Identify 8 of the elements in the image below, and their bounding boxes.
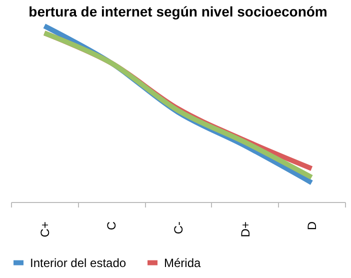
x-tick-label: D+ [238, 222, 252, 238]
x-tick-label: C+ [38, 222, 52, 238]
x-tick-label: C- [172, 222, 186, 234]
x-tick-label: C [104, 221, 119, 230]
x-tick-label: D [305, 221, 320, 230]
chart-title: bertura de internet según nivel socioeconóm [28, 4, 328, 20]
legend-label: Interior del estado [30, 256, 126, 270]
legend-label: Mérida [164, 256, 202, 270]
